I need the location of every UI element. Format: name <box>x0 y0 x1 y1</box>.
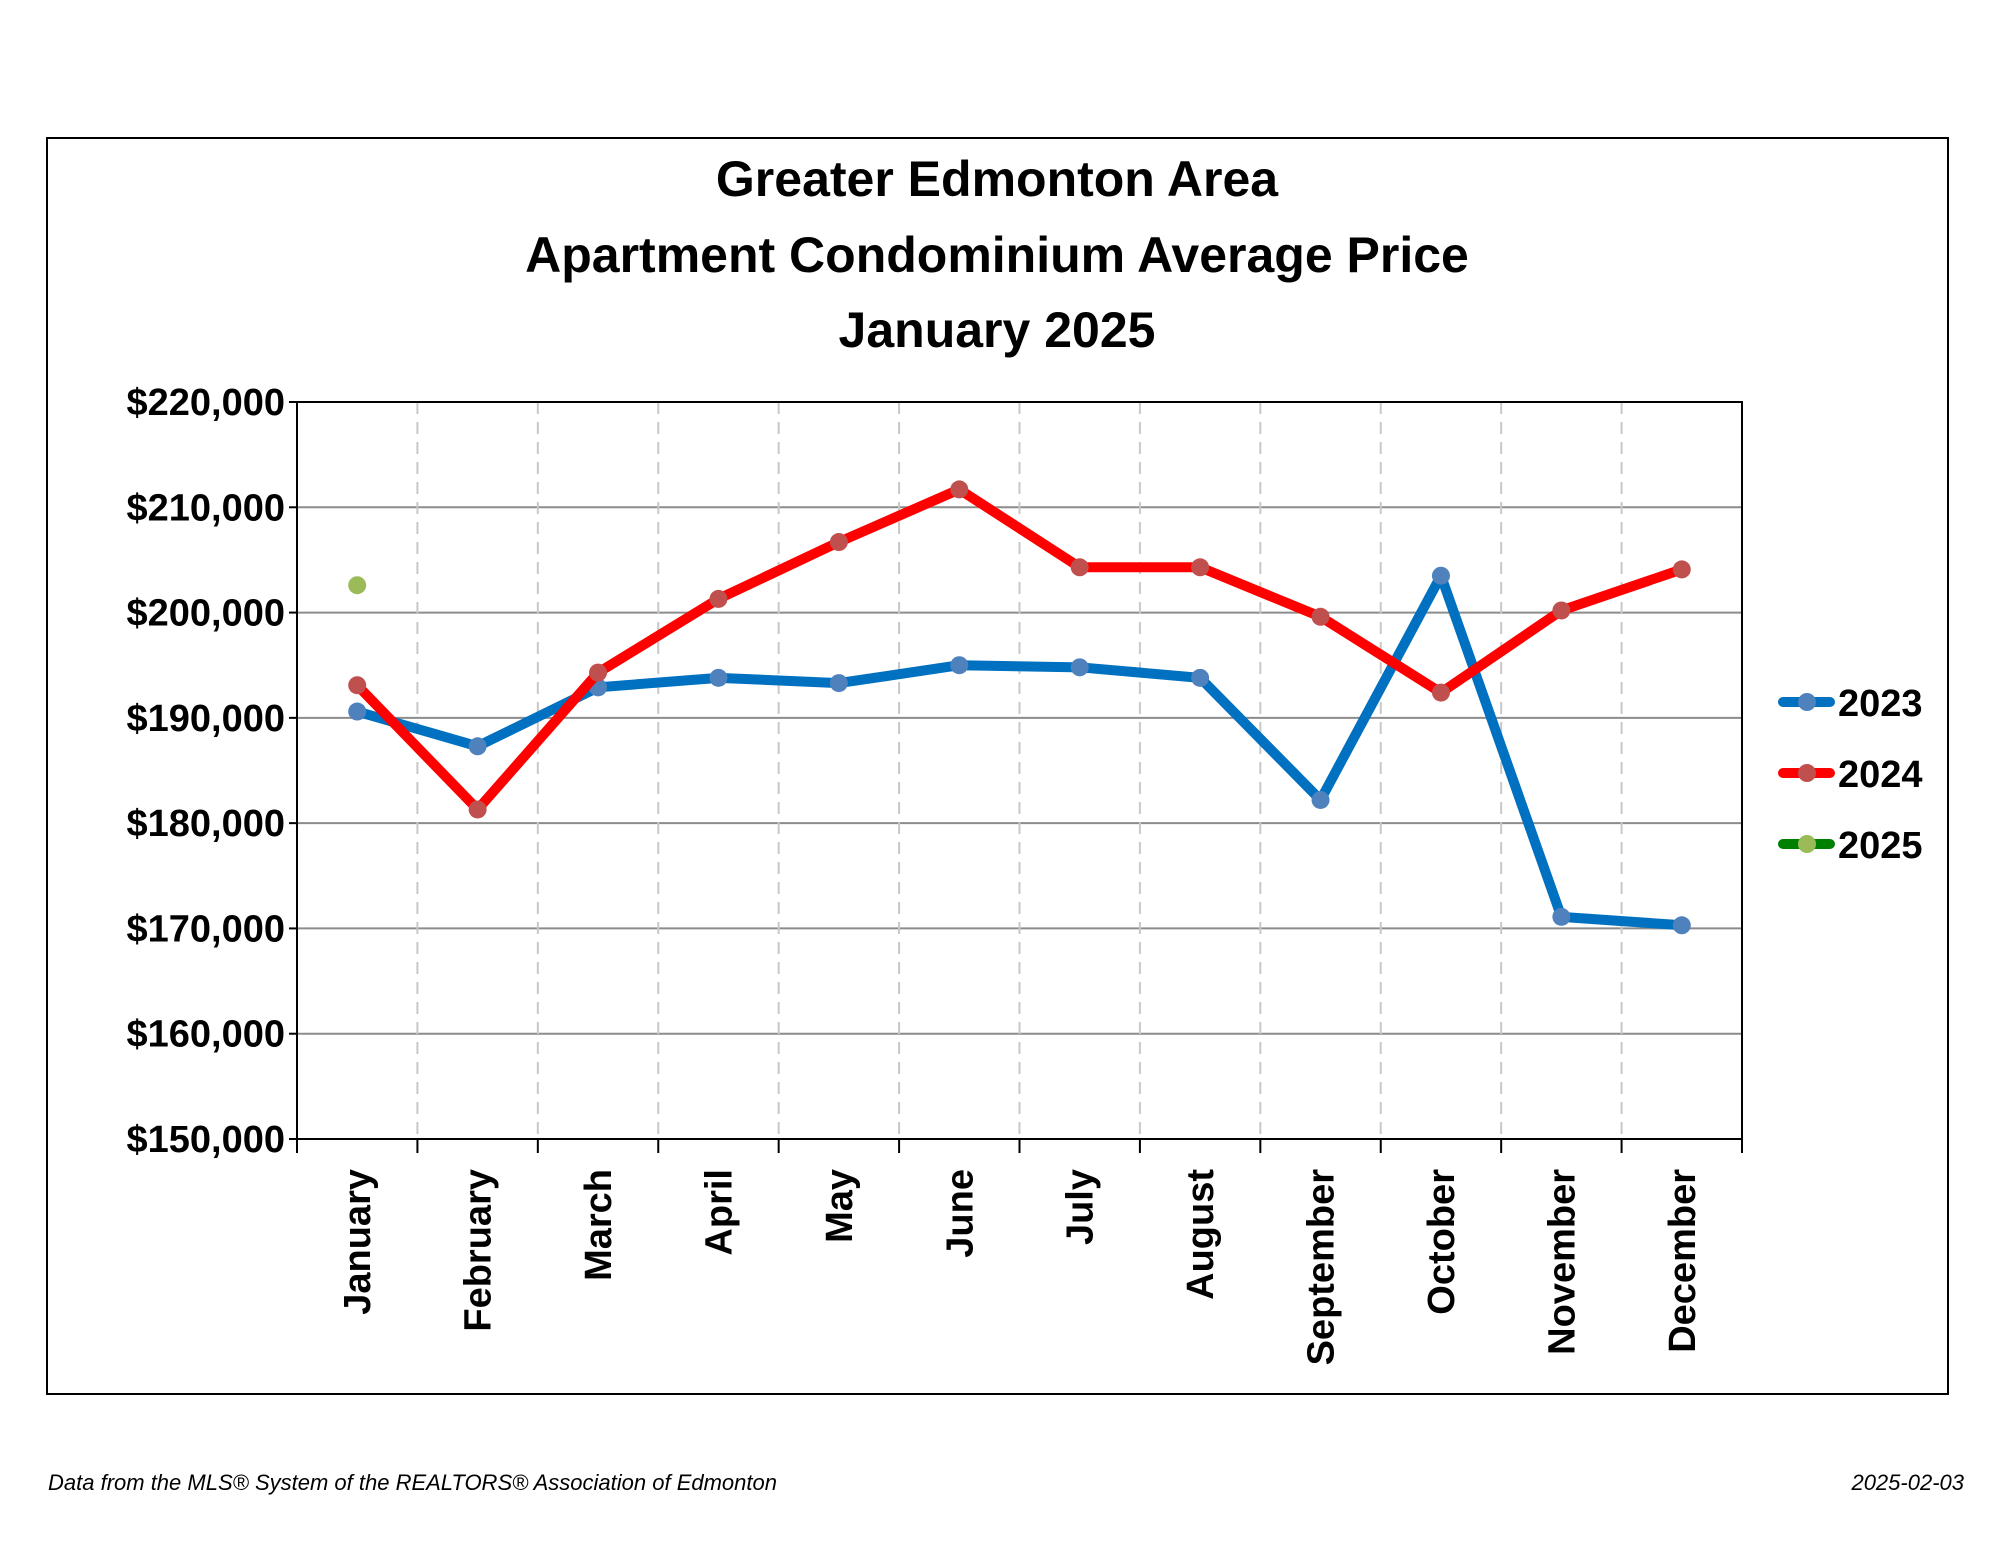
data-point-2024 <box>1070 558 1089 577</box>
x-tick-label: March <box>578 1169 620 1281</box>
data-point-2024 <box>1311 607 1330 626</box>
chart-title-line: Apartment Condominium Average Price <box>525 227 1469 283</box>
data-point-2023 <box>829 674 848 693</box>
x-tick-label: July <box>1060 1169 1102 1245</box>
data-point-2024 <box>1191 558 1210 577</box>
legend-marker-2023 <box>1798 693 1816 711</box>
y-tick-label: $170,000 <box>127 908 286 950</box>
y-axis: $150,000 $160,000 $170,000 $180,000 $190,000… <box>127 382 297 1161</box>
chart-frame <box>46 137 1949 1395</box>
x-tick-label: May <box>819 1169 861 1243</box>
x-tick-label: November <box>1541 1169 1583 1355</box>
data-point-2024 <box>348 676 367 695</box>
data-point-2023 <box>1672 916 1691 935</box>
data-point-2024 <box>709 589 728 608</box>
data-point-2023 <box>709 668 728 687</box>
x-axis: January February March April May June July Augu… <box>296 1139 1743 1366</box>
y-tick-label: $220,000 <box>127 382 286 424</box>
data-point-2023 <box>1191 668 1210 687</box>
legend-marker-2025 <box>1798 835 1816 853</box>
data-point-2023 <box>1311 790 1330 809</box>
data-point-2023 <box>950 656 969 675</box>
data-point-2024 <box>589 663 608 682</box>
chart-title-line: January 2025 <box>839 302 1156 358</box>
x-tick-label: September <box>1301 1169 1343 1366</box>
y-tick-label: $160,000 <box>127 1014 286 1056</box>
y-tick-label: $150,000 <box>127 1119 286 1161</box>
data-point-2024 <box>950 480 969 499</box>
x-tick-label: February <box>458 1169 500 1332</box>
data-point-2024 <box>1431 683 1450 702</box>
x-tick-label: October <box>1421 1169 1463 1315</box>
data-point-2023 <box>468 737 487 756</box>
series <box>348 480 1691 935</box>
y-tick-label: $180,000 <box>127 803 286 845</box>
data-point-2023 <box>348 702 367 721</box>
data-point-2024 <box>1552 601 1571 620</box>
legend-marker-2024 <box>1798 764 1816 782</box>
x-tick-label: January <box>337 1169 379 1315</box>
chart-title: Greater Edmonton Area Apartment Condomini… <box>525 151 1469 358</box>
series-line-2024 <box>352 484 1687 815</box>
data-point-2025 <box>348 576 367 595</box>
data-point-2024 <box>829 533 848 552</box>
legend-label: 2024 <box>1838 754 1923 796</box>
legend: 2023 2024 2025 <box>1778 683 1923 867</box>
legend-label: 2023 <box>1838 683 1923 725</box>
footer-date: 2025-02-03 <box>1851 1470 1964 1495</box>
x-tick-label: June <box>939 1169 981 1258</box>
y-tick-label: $200,000 <box>127 593 286 635</box>
x-tick-label: August <box>1180 1169 1222 1300</box>
y-tick-label: $190,000 <box>127 698 286 740</box>
data-point-2024 <box>468 800 487 819</box>
legend-label: 2025 <box>1838 825 1923 867</box>
data-point-2023 <box>1552 907 1571 926</box>
data-point-2023 <box>1070 658 1089 677</box>
data-point-2023 <box>1431 566 1450 585</box>
y-tick-label: $210,000 <box>127 487 286 529</box>
x-tick-label: April <box>698 1169 740 1256</box>
x-tick-label: December <box>1662 1169 1704 1353</box>
footer-source: Data from the MLS® System of the REALTOR… <box>48 1470 777 1495</box>
chart-title-line: Greater Edmonton Area <box>716 151 1279 207</box>
data-point-2024 <box>1672 560 1691 579</box>
